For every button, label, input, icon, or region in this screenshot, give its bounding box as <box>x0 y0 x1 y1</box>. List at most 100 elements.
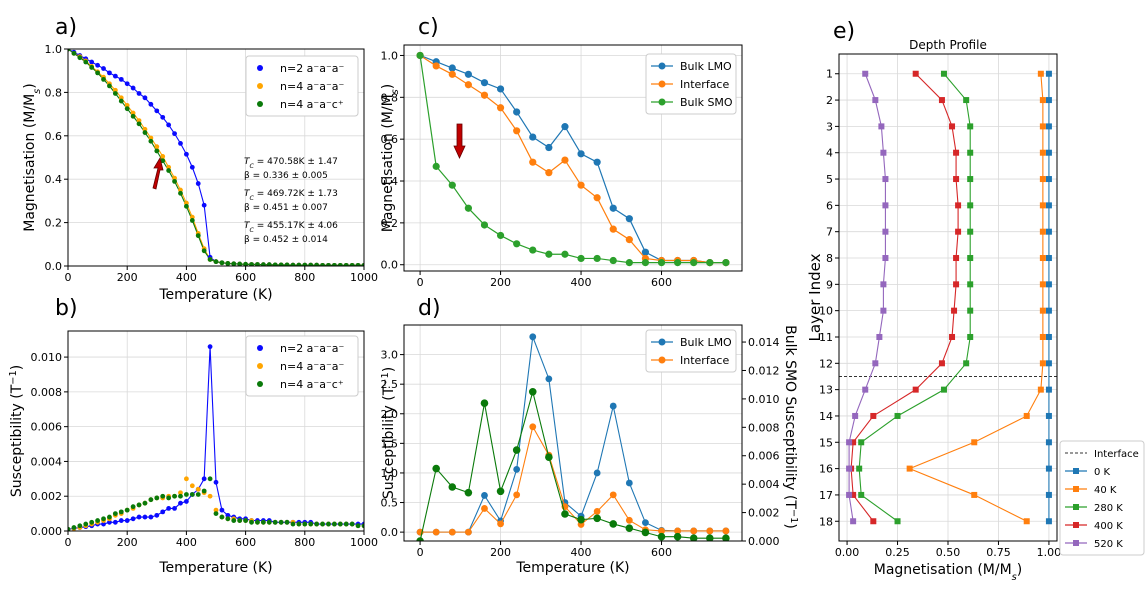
data-point <box>862 70 869 77</box>
beta-annotation: β = 0.451 ± 0.007 <box>244 203 328 213</box>
data-point <box>136 502 142 508</box>
y2-tick-label: 0.014 <box>748 336 780 349</box>
data-point <box>172 505 177 511</box>
data-point <box>496 104 505 112</box>
data-point <box>272 262 278 266</box>
data-point <box>249 519 254 525</box>
data-point <box>432 464 440 473</box>
series-line <box>908 73 1044 522</box>
data-point <box>1039 360 1046 367</box>
data-point <box>77 55 83 61</box>
y-axis-label-part: s <box>32 89 43 94</box>
legend-label: n=4 a⁻a⁻a⁻ <box>280 360 345 373</box>
data-point <box>545 453 553 461</box>
data-point <box>593 194 601 202</box>
data-point <box>577 181 585 189</box>
data-point <box>609 225 617 233</box>
y-axis-label-part: ) <box>380 84 396 89</box>
panel-e: 0.00 0.25 0.50 0.75 1.0012345678910111213141… <box>806 19 1145 583</box>
y-tick-label: 3.0 <box>381 349 399 362</box>
series-group <box>68 344 364 531</box>
data-point <box>464 81 472 89</box>
data-point <box>657 532 666 541</box>
data-point <box>166 168 172 173</box>
data-point <box>689 534 698 541</box>
y2-tick-label: 0.008 <box>748 421 780 434</box>
data-point <box>237 518 243 523</box>
data-point <box>1037 386 1044 393</box>
data-point <box>1037 70 1044 77</box>
data-point <box>432 162 440 170</box>
y-tick-label: 3 <box>826 120 833 133</box>
series-line <box>858 73 971 522</box>
tc-annotation-part: T <box>244 157 251 167</box>
y-tick-label: 0.002 <box>31 490 63 503</box>
data-point <box>290 262 296 266</box>
x-tick-label: 1000 <box>350 536 378 549</box>
data-point <box>967 255 974 262</box>
data-point <box>577 515 585 524</box>
data-point <box>906 465 913 472</box>
data-point <box>260 262 266 266</box>
y-tick-label: 0.0 <box>381 259 399 272</box>
data-point <box>1039 333 1046 340</box>
data-point <box>243 261 248 266</box>
series-group <box>846 70 1052 525</box>
series-group <box>416 51 730 267</box>
data-point <box>722 534 730 541</box>
y-axis-label: Layer Index <box>806 253 824 341</box>
y-tick-label: 8 <box>826 252 833 265</box>
data-point <box>971 439 978 446</box>
legend-box <box>245 55 359 117</box>
data-point <box>320 262 325 266</box>
data-point <box>481 492 488 499</box>
data-point <box>1045 281 1052 288</box>
data-point <box>1023 518 1030 525</box>
data-point <box>278 519 284 525</box>
y-axis-label: Susceptibility (T−1) <box>8 365 26 497</box>
data-point <box>480 221 489 229</box>
data-point <box>184 499 189 504</box>
data-point <box>706 259 714 267</box>
data-point <box>83 59 89 65</box>
data-point <box>673 532 682 541</box>
data-point <box>296 521 302 527</box>
tc-annotation-part: = 469.72K ± 1.73 <box>254 189 338 199</box>
legend-marker <box>658 356 666 364</box>
data-point <box>953 255 960 262</box>
data-point <box>136 91 142 96</box>
data-point <box>172 131 177 137</box>
data-point <box>195 492 201 497</box>
data-point <box>674 259 682 267</box>
data-point <box>178 493 183 499</box>
y-tick-label: 0.2 <box>381 217 399 230</box>
data-point <box>68 526 71 531</box>
data-point <box>876 333 883 340</box>
y-axis-label-part: Layer Index <box>806 253 824 341</box>
x-axis-label: Temperature (K) <box>158 560 272 576</box>
data-point <box>148 497 154 503</box>
data-point <box>593 469 601 477</box>
x-tick-label: 200 <box>117 536 138 549</box>
tc-annotation-part: C <box>250 227 255 234</box>
legend-label: 400 K <box>1094 521 1123 532</box>
y-tick-label: 0.006 <box>31 421 63 434</box>
data-point <box>95 62 100 68</box>
data-point <box>189 492 195 497</box>
data-point <box>302 262 308 266</box>
data-point <box>593 508 601 515</box>
data-point <box>349 521 355 527</box>
x-tick-label: 600 <box>651 276 672 289</box>
x-tick-label: 0 <box>65 536 72 549</box>
panel-b: 0 200 400 600 800 1000 0.000 0.002 0.004 0.006 0.0… <box>8 296 379 576</box>
y-axis-label-part: ) <box>22 83 38 88</box>
x-tick-label: 200 <box>490 276 511 289</box>
series-line <box>848 73 886 522</box>
data-point <box>71 525 77 530</box>
data-point <box>166 495 172 501</box>
data-point <box>349 262 355 266</box>
data-point <box>95 70 100 76</box>
data-point <box>513 127 521 135</box>
data-point <box>545 143 553 152</box>
